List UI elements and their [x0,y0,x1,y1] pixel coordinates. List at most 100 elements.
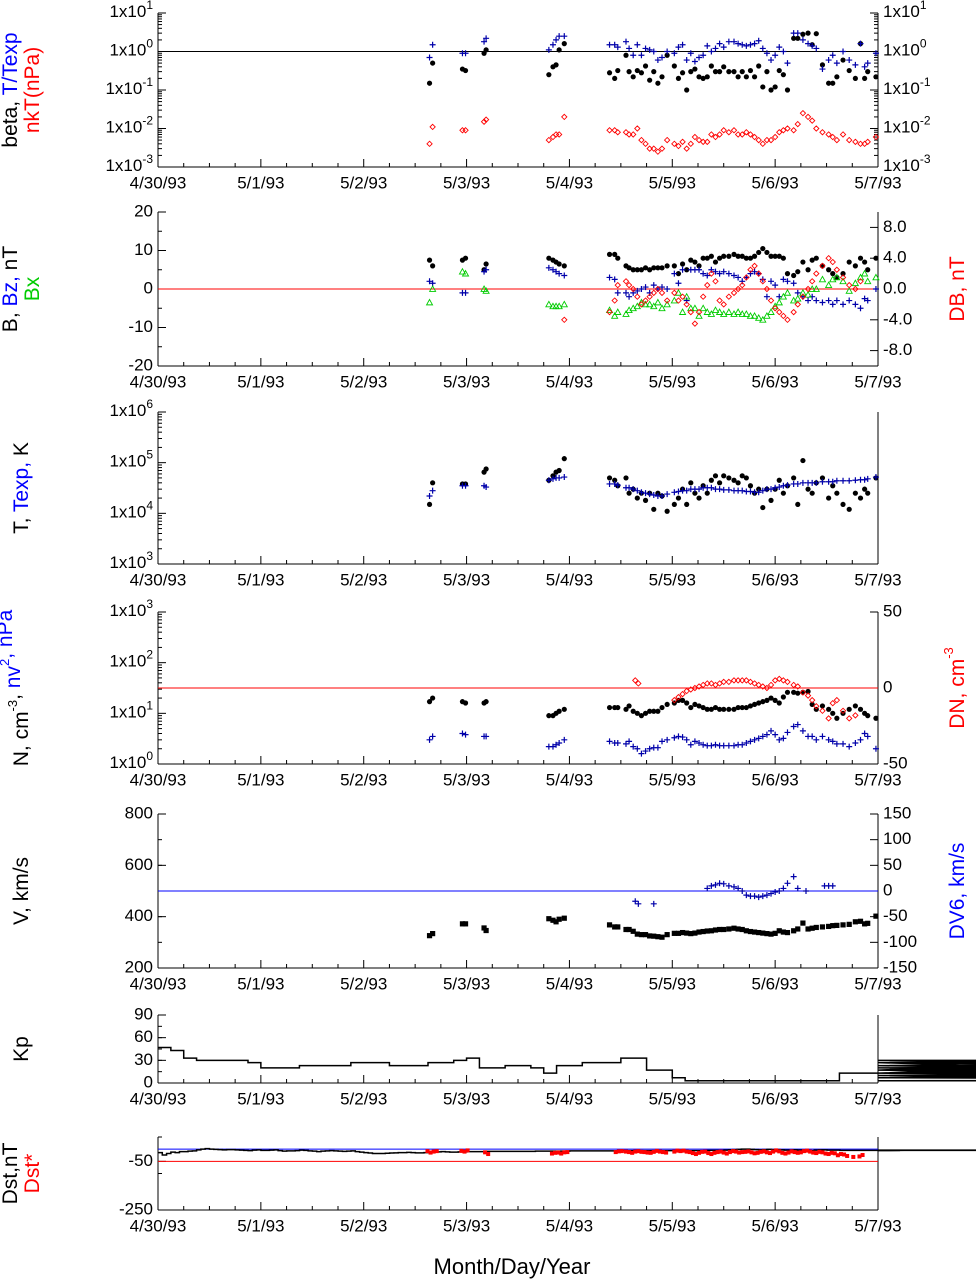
t-series1-point [864,475,871,482]
n-series1-point [776,736,783,743]
b-series1-point [630,289,637,296]
b-series3-point [845,281,853,289]
v-series1-point [794,885,801,892]
v-series0-point [462,921,469,927]
kp-y-tick-label: 30 [134,1050,153,1069]
b-series2-point [715,308,724,315]
v-x-tick-label: 5/3/93 [443,974,490,993]
v-series0-point [764,931,770,937]
beta-series1-point [861,63,868,70]
dst-series0-point [715,1150,720,1155]
dst-series0-point [792,1150,797,1155]
b-series1-point [747,270,754,277]
dst-series0-point [835,1153,840,1158]
v-series0-point [857,918,864,924]
beta-series1-point [840,48,847,55]
b-series2-point [654,298,662,306]
beta-series2-point [829,133,836,141]
v-series0-point [679,929,686,936]
v-series0-point [776,928,782,934]
n-series1-point [679,734,686,741]
b-series0-point [857,255,864,261]
b-series3-point [725,293,733,300]
n-series0-point [647,708,653,714]
b-series2-point [799,288,807,296]
n-series1-point [642,748,649,755]
beta-series0-point [776,67,782,74]
n-series0-point [717,706,723,712]
b-series0-point [840,271,846,277]
v-x-tick-label: 5/7/93 [854,974,901,993]
beta-series1-point [429,41,436,48]
n-series1-point [549,743,556,750]
n-series1-point [825,736,832,743]
beta-series1-point [716,40,723,47]
b-series0-point [809,257,815,263]
v-series0-point [561,915,567,921]
t-series1-point [611,480,618,487]
b-series2-point [812,285,821,292]
b-series0-point [659,265,665,271]
v-series0-point [772,930,778,936]
b-series3-point [759,278,767,285]
n-series0-point [739,704,745,711]
b-series2-point [703,308,712,315]
v-y-tick-label-right: 50 [883,855,902,874]
v-series0-point [651,933,657,939]
b-series0-point [426,257,433,263]
t-series0-point [651,506,657,512]
b-series3-point [825,254,832,262]
v-series0-point [626,926,632,933]
beta-y-tick-label: 1x10-2 [105,114,153,137]
beta-series2-point [545,136,553,144]
n-series0-point [606,704,613,711]
b-series2-point [663,300,671,308]
b-series0-point [873,255,879,261]
t-series0-point [426,501,433,508]
v-series0-point [731,925,737,931]
n-series1-point [819,733,826,740]
n-series1-point [614,739,621,746]
v-x-tick-label: 5/2/93 [340,974,387,993]
dst-x-tick-label: 5/6/93 [752,1216,799,1235]
dst-series0-point [823,1151,828,1156]
dst-series0-point [842,1152,847,1157]
t-series1-point [720,486,727,493]
t-series1-point [664,491,671,498]
v-series1-point [776,888,783,894]
n-series2-point [804,692,812,699]
n-series2-point [763,684,771,692]
t-series1-point [813,479,820,486]
beta-series1-point [549,41,556,48]
b-series2-point [759,315,767,323]
b-series0-point [776,253,782,259]
beta-series1-point [671,50,678,57]
b-series0-point [721,253,727,259]
v-y-label-right: DV6, km/s [946,843,969,940]
dst-series0-point [743,1149,748,1154]
n-y-tick-label: 1x100 [109,749,153,772]
v-series1-point [803,888,809,894]
t-x-tick-label: 5/2/93 [340,570,387,589]
beta-y-tick-label: 1x101 [109,0,153,21]
n-y-tick-label: 1x101 [109,699,153,722]
beta-series2-point [712,133,719,141]
b-series1-point [784,278,791,285]
beta-series1-point [735,40,742,47]
dst-series0-point [783,1151,788,1156]
t-series0-point [664,508,670,514]
beta-series2-point [767,136,775,144]
b-series2-point [738,310,746,317]
b-series0-point [696,263,702,269]
n-series2-point [725,678,733,686]
b-series1-point [626,293,633,300]
v-series0-point [483,927,489,934]
beta-series0-point [784,87,791,93]
beta-series2-point [857,140,864,148]
v-x-tick-label: 4/30/93 [130,974,187,993]
beta-series1-point [708,48,715,55]
panel-beta [157,12,879,168]
v-series0-point [805,926,811,932]
dst-y-label: Dst,nT Dst* [0,1142,44,1204]
n-series0-point [679,697,686,703]
